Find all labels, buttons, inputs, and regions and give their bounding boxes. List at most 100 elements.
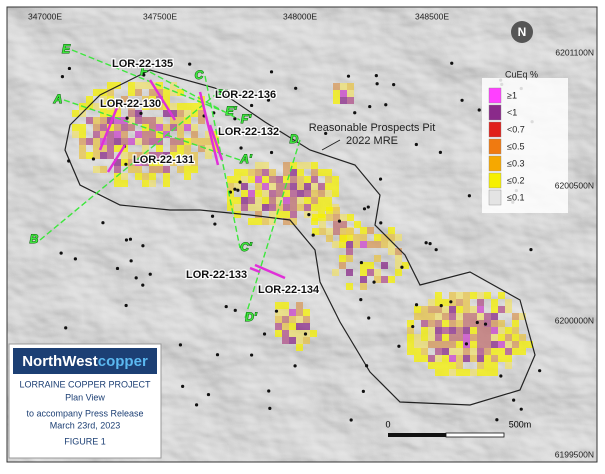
grade-cell [255,183,262,190]
grade-cell [107,110,114,117]
collar [238,180,242,184]
grade-cell [456,313,463,320]
grade-cell [428,362,435,369]
grade-cell [470,327,477,334]
grade-cell [269,211,276,218]
grade-cell [149,180,156,187]
grade-cell [304,162,311,169]
section-lines: E E' F F' C C' A A' B B' D D' [29,42,301,325]
grade-cell [156,166,163,173]
grade-cell [311,197,318,204]
grade-cell [275,309,282,316]
grade-cell [248,204,255,211]
collar [367,316,371,320]
grade-cell [470,341,477,348]
grade-cell [477,348,484,355]
grade-cell [191,159,198,166]
grade-cell [311,162,318,169]
grade-cell [332,176,339,183]
grade-cell [290,169,297,176]
grade-cell [100,124,107,131]
grade-cell [191,110,198,117]
grade-cell [340,90,347,97]
grade-cell [442,320,449,327]
grade-cell [198,145,205,152]
legend-label: <1 [507,107,517,117]
northing-label: 6200500N [555,180,594,190]
annotation: 2022 MRE [346,135,398,147]
grade-cell [289,309,296,316]
grade-cell [177,89,184,96]
grade-cell [191,103,198,110]
grade-cell [128,82,135,89]
grade-cell [346,283,353,290]
grade-cell [407,341,414,348]
grade-cell [325,183,332,190]
collar [129,259,133,263]
grade-cell [93,138,100,145]
grade-cell [86,152,93,159]
collar [303,332,308,336]
grade-cell [505,348,512,355]
section-label: D' [245,310,258,324]
north-circle [511,21,533,43]
grade-cell [470,292,477,299]
grade-cell [491,313,498,320]
grade-cell [72,124,79,131]
legend-label: ≤0.1 [507,192,524,202]
grade-cell [456,327,463,334]
grade-cell [142,159,149,166]
grade-cell [191,124,198,131]
grade-cell [360,283,367,290]
grade-cell [303,316,310,323]
collar [467,194,471,198]
grade-cell [114,124,121,131]
grade-cell [135,152,142,159]
section-label: B' [215,87,228,101]
collar [267,389,271,393]
grade-cell [177,152,184,159]
drill-hole-label: LOR-22-136 [215,89,276,101]
grade-cell [435,362,442,369]
grade-cell [442,341,449,348]
grade-cell [449,355,456,362]
legend-swatch [488,138,502,155]
grade-cell [205,131,212,138]
grade-cell [227,183,234,190]
grade-cell [319,221,326,228]
grade-cell [442,362,449,369]
grade-cell [332,190,339,197]
collar [428,241,432,246]
grade-cell [428,355,435,362]
grade-cell [114,110,121,117]
grade-cell [428,334,435,341]
grade-cell [170,124,177,131]
grade-cell [114,180,121,187]
grade-cell [435,348,442,355]
grade-cell [121,159,128,166]
grade-cell [107,145,114,152]
grade-cell [93,124,100,131]
grade-cell [276,176,283,183]
grade-cell [470,313,477,320]
grade-cell [435,334,442,341]
map-border [6,6,598,463]
grade-cell [156,152,163,159]
grade-cell [470,348,477,355]
grade-cell [367,262,374,269]
grade-cell [340,221,347,228]
grade-cell [290,183,297,190]
grade-cell [163,110,170,117]
subtitle: to accompany Press Release [26,408,143,418]
grade-cell [79,152,86,159]
collar [366,205,370,209]
grade-cell [142,180,149,187]
legend-label: ≥1 [507,90,517,100]
grade-cell [498,306,505,313]
collar [450,61,454,65]
grade-cell [283,211,290,218]
grade-cell [156,89,163,96]
grade-cell [505,355,512,362]
grade-cell [297,190,304,197]
grade-cell [325,176,332,183]
